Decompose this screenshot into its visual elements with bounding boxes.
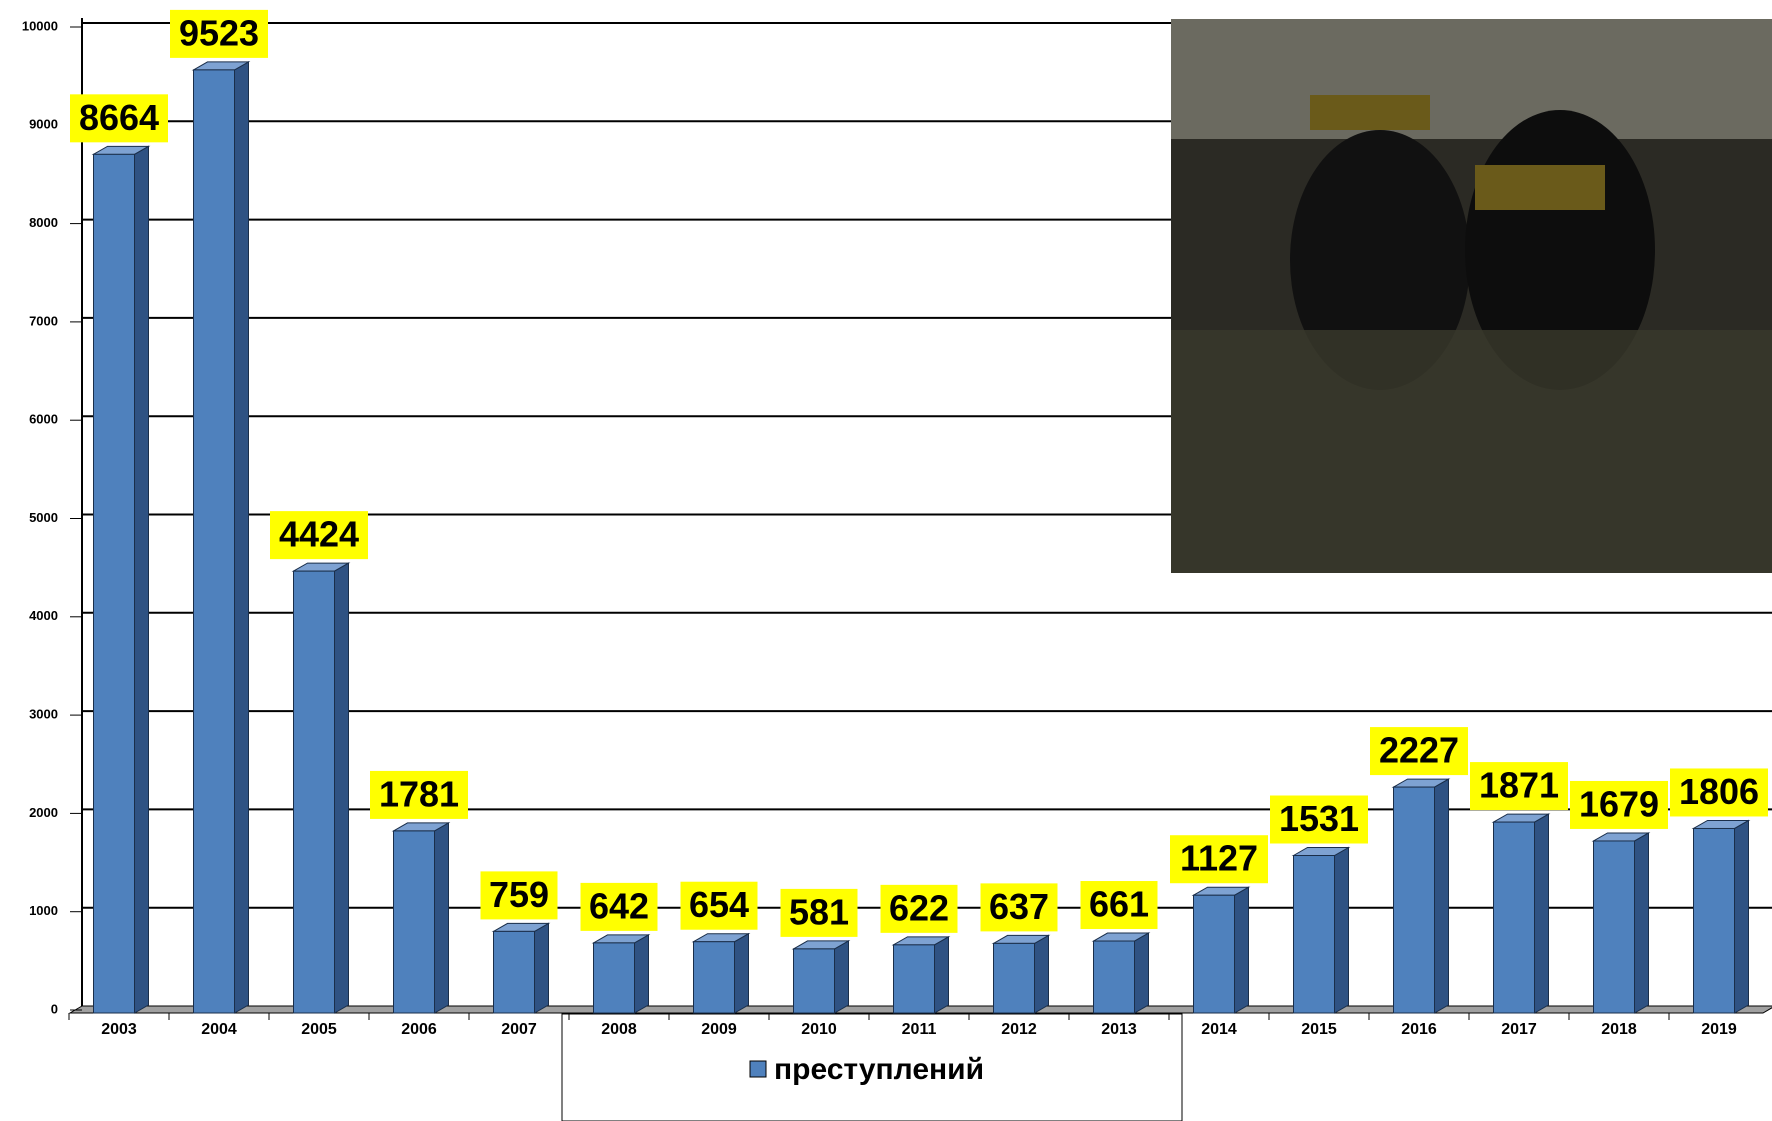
data-label: 1127 bbox=[1180, 838, 1258, 879]
bar bbox=[1394, 787, 1435, 1013]
data-label: 1531 bbox=[1279, 798, 1359, 839]
data-label: 9523 bbox=[179, 12, 259, 53]
bar-side bbox=[535, 923, 549, 1013]
y-tick-label: 3000 bbox=[29, 707, 58, 722]
bar bbox=[1194, 895, 1235, 1013]
photo-headband bbox=[1310, 95, 1430, 130]
x-tick-label: 2006 bbox=[401, 1021, 437, 1038]
bar-side bbox=[635, 935, 649, 1013]
y-tick-label: 7000 bbox=[29, 313, 58, 328]
bar-side bbox=[835, 941, 849, 1013]
x-tick-label: 2004 bbox=[201, 1021, 237, 1038]
x-tick-label: 2013 bbox=[1101, 1021, 1137, 1038]
y-tick-label: 6000 bbox=[29, 412, 58, 427]
bar bbox=[594, 943, 635, 1013]
bar bbox=[394, 831, 435, 1013]
chart: 0 1000 2000 3000 4000 5000 6000 7000 8000 9000 100… bbox=[0, 0, 1772, 1121]
bar bbox=[1094, 941, 1135, 1013]
legend-label: преступлений bbox=[774, 1053, 984, 1086]
bar-side bbox=[1235, 887, 1249, 1013]
bar-side bbox=[1535, 814, 1549, 1013]
x-tick-label: 2005 bbox=[301, 1021, 337, 1038]
x-tick-label: 2014 bbox=[1201, 1021, 1237, 1038]
bar bbox=[194, 70, 235, 1013]
data-label: 581 bbox=[789, 891, 849, 932]
bar bbox=[894, 945, 935, 1013]
bar-side bbox=[335, 563, 349, 1013]
bar bbox=[1694, 828, 1735, 1013]
bar bbox=[1594, 841, 1635, 1013]
bar-side bbox=[1635, 833, 1649, 1013]
y-tick-label: 5000 bbox=[29, 510, 58, 525]
y-tick-label: 8000 bbox=[29, 215, 58, 230]
y-tick-label: 2000 bbox=[29, 805, 58, 820]
data-label: 1781 bbox=[379, 773, 459, 814]
x-tick-label: 2016 bbox=[1401, 1021, 1437, 1038]
bar-side bbox=[135, 146, 149, 1013]
bar-side bbox=[1735, 820, 1749, 1013]
bar bbox=[1294, 856, 1335, 1013]
bar bbox=[494, 931, 535, 1013]
bar bbox=[994, 943, 1035, 1013]
bar-side bbox=[1435, 779, 1449, 1013]
y-tick-label: 1000 bbox=[29, 903, 58, 918]
bar bbox=[694, 942, 735, 1013]
x-tick-label: 2018 bbox=[1601, 1021, 1637, 1038]
x-tick-label: 2010 bbox=[801, 1021, 837, 1038]
y-tick-label: 0 bbox=[51, 1001, 58, 1016]
data-label: 1679 bbox=[1579, 783, 1659, 824]
photo-lower bbox=[1171, 330, 1772, 573]
x-tick-label: 2012 bbox=[1001, 1021, 1037, 1038]
x-tick-label: 2019 bbox=[1701, 1021, 1737, 1038]
x-tick-label: 2007 bbox=[501, 1021, 537, 1038]
photo bbox=[1171, 19, 1772, 573]
data-label: 1806 bbox=[1679, 771, 1759, 812]
data-label: 642 bbox=[589, 885, 649, 926]
x-tick-label: 2003 bbox=[101, 1021, 137, 1038]
x-tick-label: 2015 bbox=[1301, 1021, 1337, 1038]
y-tick-label: 9000 bbox=[29, 117, 58, 132]
page: 0 1000 2000 3000 4000 5000 6000 7000 8000 9000 100… bbox=[0, 0, 1772, 1121]
data-label: 8664 bbox=[79, 97, 159, 138]
bar-side bbox=[435, 823, 449, 1013]
photo-sky bbox=[1171, 19, 1772, 139]
bar-side bbox=[935, 937, 949, 1013]
bar-side bbox=[1135, 933, 1149, 1013]
x-tick-label: 2011 bbox=[902, 1021, 937, 1038]
x-tick-label: 2017 bbox=[1501, 1021, 1537, 1038]
data-label: 637 bbox=[989, 886, 1049, 927]
data-label: 2227 bbox=[1379, 730, 1459, 771]
y-tick-label: 10000 bbox=[22, 18, 58, 33]
y-tick-label: 4000 bbox=[29, 608, 58, 623]
bar-side bbox=[1035, 935, 1049, 1013]
bar-side bbox=[1335, 848, 1349, 1013]
photo-headband bbox=[1475, 165, 1605, 210]
bar-side bbox=[235, 62, 249, 1013]
bar bbox=[794, 949, 835, 1013]
bar-side bbox=[735, 934, 749, 1013]
x-tick-label: 2009 bbox=[701, 1021, 737, 1038]
x-tick-label: 2008 bbox=[601, 1021, 637, 1038]
bar bbox=[94, 154, 135, 1013]
data-label: 759 bbox=[489, 874, 549, 915]
data-label: 1871 bbox=[1479, 765, 1559, 806]
bar bbox=[294, 571, 335, 1013]
bar bbox=[1494, 822, 1535, 1013]
legend-swatch bbox=[750, 1061, 766, 1077]
data-label: 622 bbox=[889, 887, 949, 928]
data-label: 4424 bbox=[279, 514, 359, 555]
data-label: 661 bbox=[1089, 884, 1149, 925]
data-label: 654 bbox=[689, 884, 749, 925]
